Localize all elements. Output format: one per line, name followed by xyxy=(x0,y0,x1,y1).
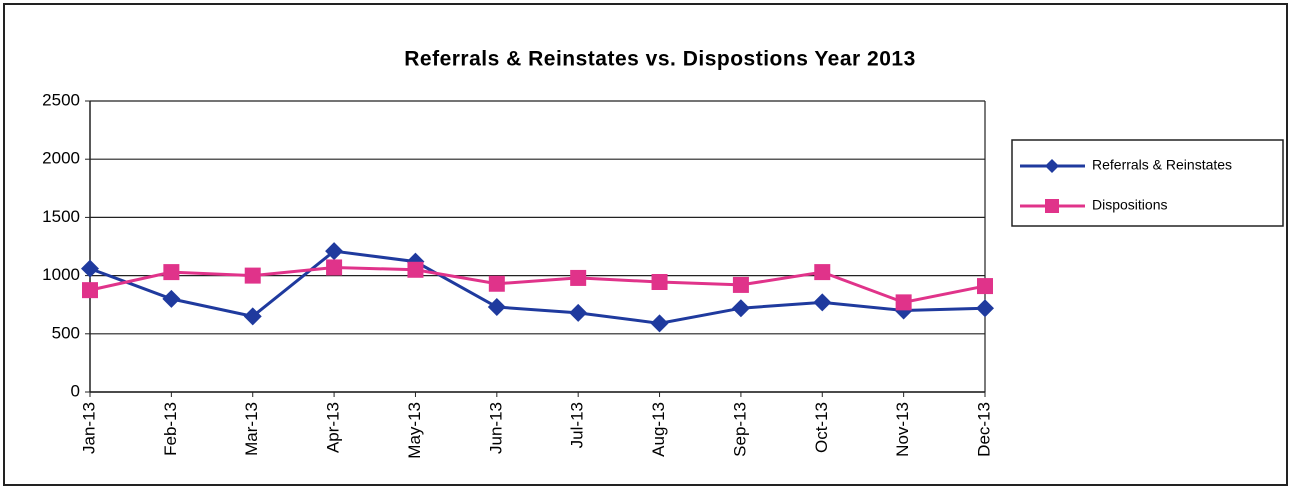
marker xyxy=(895,294,912,311)
marker xyxy=(651,274,668,291)
legend-label: Referrals & Reinstates xyxy=(1092,157,1232,173)
x-tick-label: Oct-13 xyxy=(812,402,831,453)
legend-box xyxy=(1011,139,1284,227)
marker xyxy=(163,264,180,281)
y-tick-label: 2000 xyxy=(42,149,80,168)
legend-marker xyxy=(1045,199,1059,213)
x-tick-label: May-13 xyxy=(405,402,424,459)
legend-label: Dispositions xyxy=(1092,197,1167,213)
marker xyxy=(487,298,506,317)
marker xyxy=(813,293,832,312)
x-tick-label: Sep-13 xyxy=(730,402,749,457)
x-tick-label: Jun-13 xyxy=(486,402,505,454)
marker xyxy=(81,259,99,278)
marker xyxy=(569,303,588,322)
marker xyxy=(244,267,261,284)
x-tick-label: Jul-13 xyxy=(568,402,587,448)
marker xyxy=(407,261,424,278)
x-tick-label: Apr-13 xyxy=(324,402,343,453)
chart-title: Referrals & Reinstates vs. Dispostions Y… xyxy=(404,48,916,71)
x-tick-label: Jan-13 xyxy=(79,402,98,454)
marker xyxy=(814,264,831,281)
marker xyxy=(82,282,98,299)
y-tick-label: 1000 xyxy=(42,265,80,284)
x-tick-label: Dec-13 xyxy=(974,402,993,457)
legend-marker xyxy=(1045,159,1059,173)
series-line xyxy=(89,265,986,304)
marker xyxy=(650,314,669,333)
x-tick-label: Feb-13 xyxy=(161,402,180,456)
y-tick-label: 2500 xyxy=(42,90,80,109)
marker xyxy=(731,299,750,318)
chart-frame xyxy=(3,3,1288,486)
marker xyxy=(488,275,505,292)
series-line xyxy=(89,249,986,325)
x-tick-label: Mar-13 xyxy=(242,402,261,456)
marker xyxy=(325,242,344,261)
y-tick-label: 1500 xyxy=(42,207,80,226)
y-tick-label: 0 xyxy=(71,381,80,400)
marker xyxy=(570,269,587,286)
x-tick-label: Nov-13 xyxy=(893,402,912,457)
marker xyxy=(976,299,994,318)
marker xyxy=(977,278,993,295)
marker xyxy=(732,276,749,293)
x-tick-label: Aug-13 xyxy=(649,402,668,457)
marker xyxy=(243,307,262,326)
y-tick-label: 500 xyxy=(52,323,80,342)
marker xyxy=(162,289,181,308)
marker xyxy=(326,259,343,276)
